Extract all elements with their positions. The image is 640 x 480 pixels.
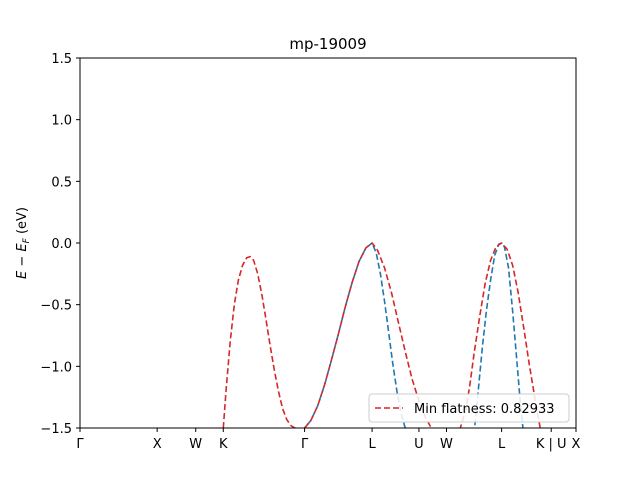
y-tick-label: 1.5 — [51, 52, 72, 67]
y-tick-label: −1.0 — [40, 360, 72, 375]
y-axis-label: E − EF (eV) — [15, 207, 32, 279]
x-tick-label: W — [189, 437, 202, 452]
legend-label: Min flatness: 0.82933 — [414, 402, 555, 417]
series-layer — [222, 242, 541, 428]
x-tick-label: U — [414, 437, 424, 452]
legend: Min flatness: 0.82933 — [368, 393, 570, 423]
series-line-0 — [303, 242, 407, 428]
y-axis: −1.5 −1.0 −0.5 0.0 0.5 1.0 1.5 — [40, 52, 80, 437]
y-tick-label: 0.0 — [51, 237, 72, 252]
x-tick-label: W — [440, 437, 453, 452]
chart-title: mp-19009 — [289, 35, 366, 53]
x-tick-label: Γ — [301, 437, 309, 452]
x-tick-label: K — [219, 437, 228, 452]
x-tick-label: L — [368, 437, 376, 452]
y-tick-label: −0.5 — [40, 299, 72, 314]
y-tick-label: −1.5 — [40, 422, 72, 437]
x-tick-label: K | U — [536, 437, 567, 452]
x-tick-label: L — [498, 437, 506, 452]
legend-box — [368, 393, 570, 423]
series-line-2-segment-2 — [303, 242, 541, 428]
x-axis: Γ X W K Γ L U W L K | U X — [76, 428, 581, 452]
y-tick-label: 1.0 — [51, 114, 72, 129]
x-tick-label: Γ — [76, 437, 84, 452]
series-line-2 — [222, 255, 305, 428]
y-tick-label: 0.5 — [51, 175, 72, 190]
x-tick-label: X — [153, 437, 162, 452]
x-tick-label: X — [572, 437, 581, 452]
